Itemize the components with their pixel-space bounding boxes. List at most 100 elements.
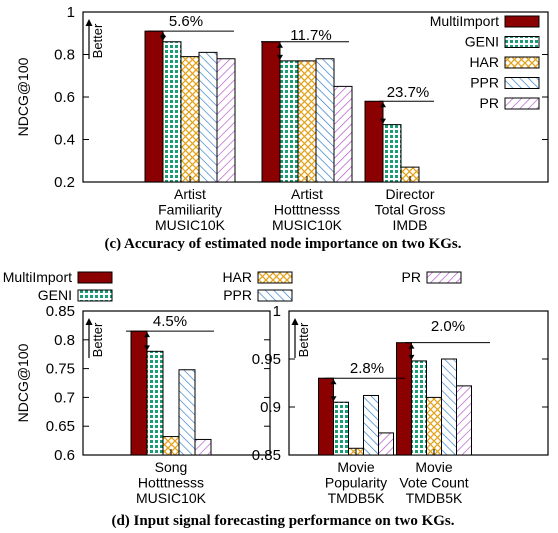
legend-swatch-ppr (257, 289, 293, 302)
bar-multiimport-1 (396, 342, 412, 456)
improvement-arrow-head (277, 42, 283, 48)
category-label: TMDB5K (406, 490, 463, 506)
bar-har-0 (180, 56, 200, 183)
improvement-arrow-head (144, 345, 150, 351)
bar-pr-1 (333, 85, 353, 183)
category-label: MUSIC10K (155, 217, 226, 233)
category-label: Movie (337, 459, 375, 475)
improvement-label: 2.8% (350, 360, 384, 377)
y-tick-label: 0.85 (46, 303, 75, 320)
improvement-arrow-head (408, 343, 415, 349)
better-arrow-head (291, 318, 299, 325)
y-tick-label: 0.85 (252, 447, 281, 464)
category-label: MUSIC10K (272, 217, 343, 233)
category-label: Director (385, 186, 434, 202)
legend-label-har: HAR (469, 54, 499, 70)
legend-label-pr: PR (480, 95, 499, 111)
improvement-arrow-head (277, 54, 283, 60)
category-label: MUSIC10K (136, 490, 207, 506)
bar-geni-0 (146, 350, 164, 456)
y-tick-label: 1 (67, 4, 75, 21)
y-tick-label: 1 (273, 303, 281, 320)
legend-swatch-multiimport (77, 271, 113, 284)
improvement-arrow-head (160, 35, 166, 41)
improvement-label: 23.7% (387, 84, 430, 101)
category-label: TMDB5K (328, 490, 385, 506)
y-tick-label: 0.6 (54, 447, 75, 464)
caption-d: (d) Input signal forecasting performance… (111, 513, 454, 529)
bar-ppr-0 (198, 51, 218, 183)
improvement-arrow-head (408, 354, 415, 360)
improvement-label: 11.7% (290, 27, 331, 44)
bar-geni-0 (162, 41, 182, 183)
improvement-arrow-head (144, 332, 150, 338)
y-tick-label: 0.4 (54, 132, 75, 149)
improvement-label: 5.6% (169, 13, 203, 30)
category-label: Artist (291, 186, 323, 202)
chart-c: 0.20.40.60.81NDCG@100BetterArtistFamilia… (15, 4, 549, 233)
better-label: Better (296, 322, 311, 357)
bar-geni-1 (279, 60, 299, 183)
better-arrow-head (85, 19, 93, 26)
bar-har-1 (426, 396, 442, 456)
bar-multiimport-0 (130, 330, 148, 456)
improvement-arrow-head (330, 379, 337, 385)
legend-label-multiimport: MultiImport (430, 13, 499, 29)
y-tick-label: 0.95 (252, 351, 281, 368)
bar-multiimport-0 (318, 377, 334, 456)
improvement-arrow-head (380, 102, 386, 108)
legend-label-har: HAR (222, 269, 252, 285)
legend-swatch-har (257, 271, 293, 284)
improvement-arrow-head (330, 396, 337, 402)
improvement-label: 2.0% (431, 318, 465, 335)
legend-label-geni: GENI (465, 34, 499, 50)
category-label: Movie (415, 459, 453, 475)
category-label: Hotttnesss (138, 475, 204, 491)
improvement-label: 4.5% (153, 313, 187, 330)
better-arrow-head (85, 318, 93, 325)
category-label: Hotttnesss (274, 202, 340, 218)
legend-label-multiimport: MultiImport (3, 269, 72, 285)
legend-swatch-har (504, 56, 540, 69)
legend-swatch-pr (504, 97, 540, 110)
bar-ppr-1 (441, 358, 457, 456)
category-label: Popularity (325, 475, 387, 491)
bar-ppr-1 (315, 58, 335, 183)
bar-ppr-0 (178, 369, 196, 456)
category-label: Artist (174, 186, 206, 202)
y-axis-label: NDCG@100 (15, 57, 31, 136)
legend-swatch-ppr (504, 77, 540, 89)
caption-c: (c) Accuracy of estimated node importanc… (104, 236, 461, 252)
bar-multiimport-0 (144, 30, 164, 183)
legend-label-ppr: PPR (223, 287, 252, 303)
better-label: Better (90, 322, 105, 357)
y-tick-label: 0.6 (54, 89, 75, 106)
better-label: Better (90, 23, 105, 58)
legend-swatch-geni (77, 289, 113, 302)
bar-multiimport-2 (364, 100, 384, 183)
legend-label-ppr: PPR (470, 75, 499, 91)
bar-multiimport-1 (261, 41, 281, 183)
category-label: Total Gross (375, 202, 446, 218)
category-label: Song (155, 459, 188, 475)
y-tick-label: 0.9 (260, 399, 281, 416)
bar-geni-2 (382, 124, 402, 183)
legend-label-geni: GENI (38, 287, 72, 303)
legend-label-pr: PR (402, 269, 421, 285)
bar-pr-0 (194, 438, 212, 456)
y-tick-label: 0.8 (54, 47, 75, 64)
category-label: Vote Count (399, 475, 468, 491)
y-axis-label: NDCG@100 (15, 343, 31, 422)
chart-d2: 0.850.90.951BetterMoviePopularityTMDB5KM… (252, 303, 549, 506)
y-tick-label: 0.2 (54, 174, 75, 191)
legend-swatch-multiimport (504, 15, 540, 28)
y-tick-label: 0.7 (54, 389, 75, 406)
improvement-arrow-head (380, 118, 386, 124)
bar-geni-0 (333, 401, 349, 456)
bar-har-1 (297, 60, 317, 183)
category-label: Familiarity (158, 202, 222, 218)
legend-d: MultiImport GENI HAR PPR PR (3, 269, 462, 303)
plot-frame (82, 310, 271, 456)
y-tick-label: 0.8 (54, 332, 75, 349)
